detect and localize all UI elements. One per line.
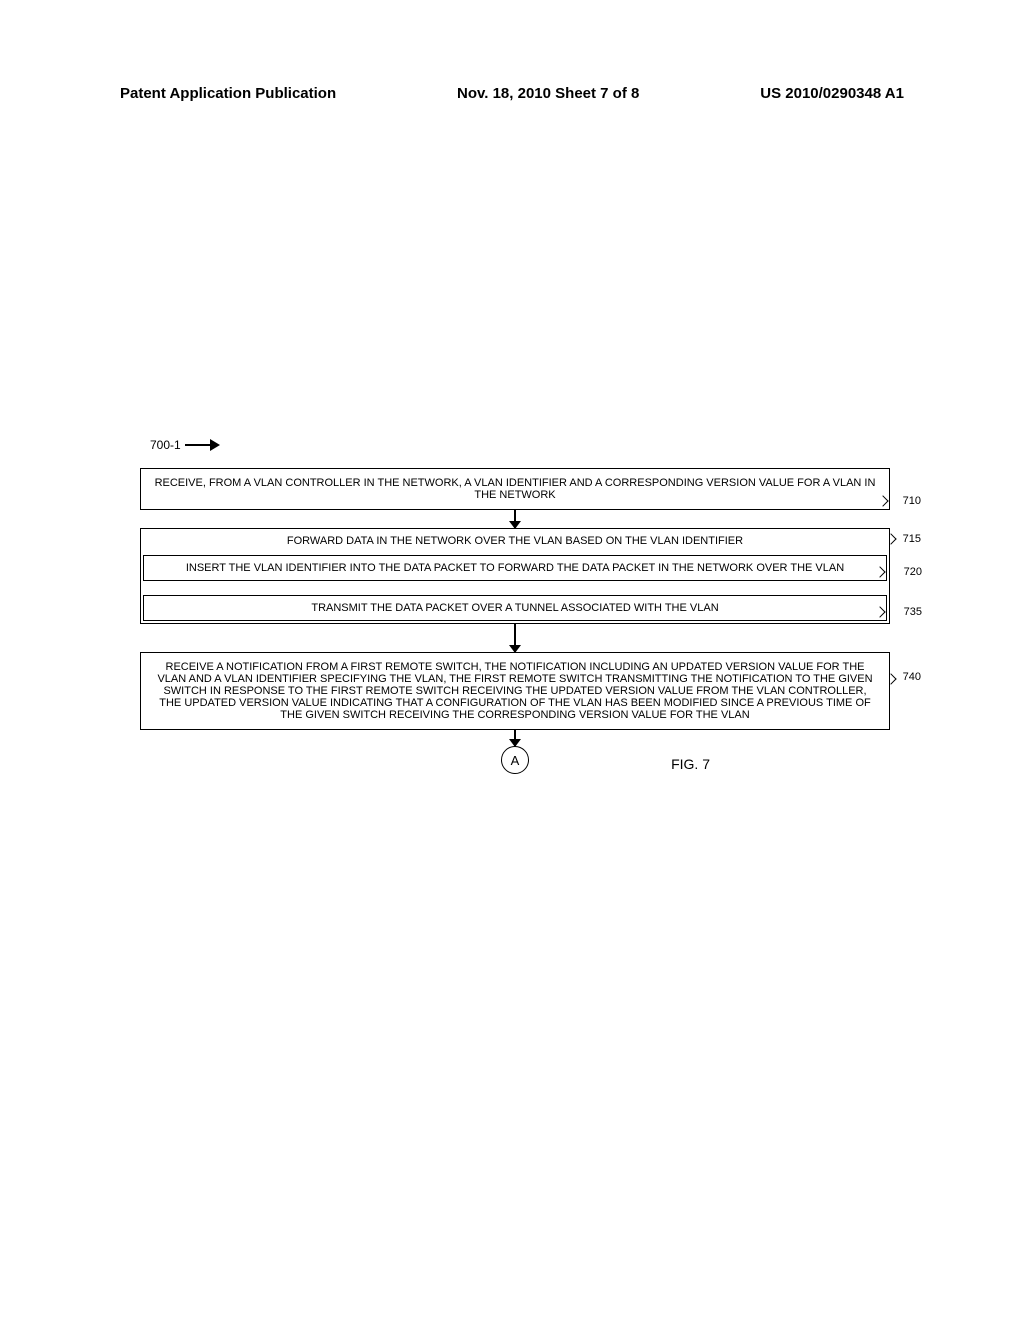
- page-header: Patent Application Publication Nov. 18, …: [0, 85, 1024, 102]
- box-710-text: RECEIVE, FROM A VLAN CONTROLLER IN THE N…: [155, 477, 876, 501]
- flow-id-label: 700-1: [150, 438, 220, 452]
- ref-tick-icon: [874, 606, 885, 617]
- flowchart-box-720: INSERT THE VLAN IDENTIFIER INTO THE DATA…: [143, 555, 887, 581]
- flowchart-box-740: RECEIVE A NOTIFICATION FROM A FIRST REMO…: [140, 652, 890, 730]
- ref-tick-icon: [874, 566, 885, 577]
- flowchart-connector: A: [501, 746, 529, 774]
- ref-720: 720: [904, 566, 922, 578]
- ref-710: 710: [903, 495, 921, 507]
- ref-tick-icon: [885, 673, 896, 684]
- flowchart-diagram: 700-1 RECEIVE, FROM A VLAN CONTROLLER IN…: [140, 450, 890, 774]
- figure-label: FIG. 7: [671, 756, 710, 772]
- header-publication: Patent Application Publication: [120, 85, 336, 102]
- ref-740: 740: [903, 671, 921, 683]
- flow-id-text: 700-1: [150, 438, 181, 452]
- flowchart-nested-group: FORWARD DATA IN THE NETWORK OVER THE VLA…: [140, 528, 890, 624]
- header-date-sheet: Nov. 18, 2010 Sheet 7 of 8: [457, 85, 639, 102]
- connector-label: A: [511, 753, 520, 768]
- ref-tick-icon: [877, 495, 888, 506]
- header-patent-number: US 2010/0290348 A1: [760, 85, 904, 102]
- arrow-down-icon: [514, 510, 516, 528]
- arrow-down-icon: [514, 730, 516, 746]
- flow-id-arrow-icon: [185, 441, 220, 449]
- flowchart-box-715: FORWARD DATA IN THE NETWORK OVER THE VLA…: [141, 529, 889, 553]
- box-720-text: INSERT THE VLAN IDENTIFIER INTO THE DATA…: [186, 562, 844, 574]
- ref-735: 735: [904, 606, 922, 618]
- flowchart-box-710: RECEIVE, FROM A VLAN CONTROLLER IN THE N…: [140, 468, 890, 510]
- figure-label-text: FIG. 7: [671, 756, 710, 772]
- ref-715: 715: [903, 533, 921, 545]
- arrow-down-icon: [514, 624, 516, 652]
- flowchart-box-735: TRANSMIT THE DATA PACKET OVER A TUNNEL A…: [143, 595, 887, 621]
- box-735-text: TRANSMIT THE DATA PACKET OVER A TUNNEL A…: [311, 602, 718, 614]
- box-715-text: FORWARD DATA IN THE NETWORK OVER THE VLA…: [287, 535, 743, 547]
- box-740-text: RECEIVE A NOTIFICATION FROM A FIRST REMO…: [157, 661, 872, 721]
